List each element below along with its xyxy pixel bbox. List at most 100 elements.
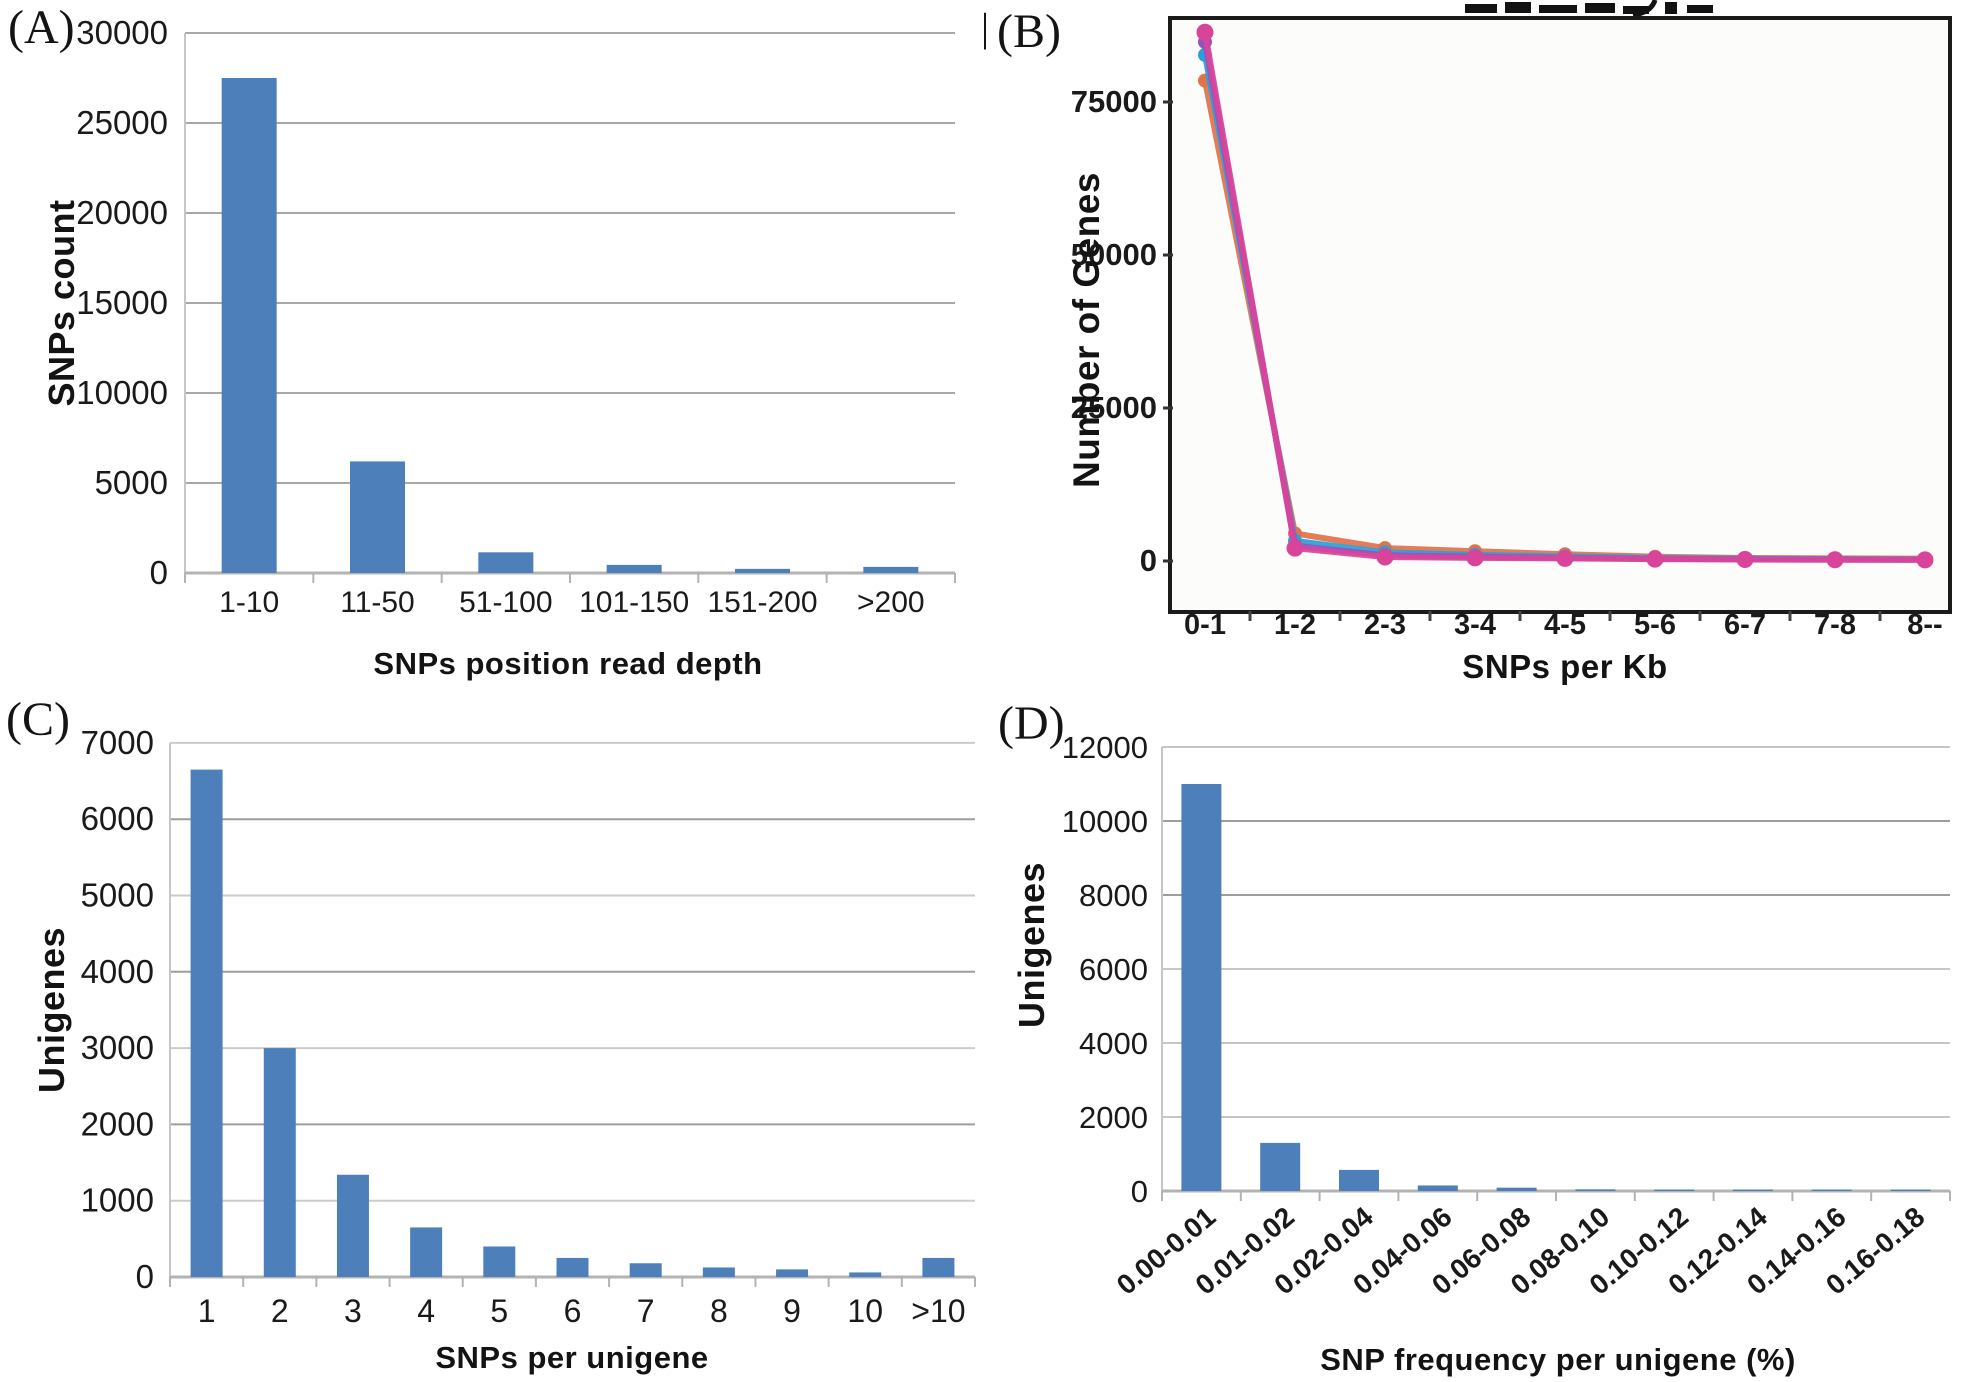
panel-c: 0 1000 2000 3000 4000 5000 6000 7000 1 2 3 4 5 6 7 8 9 10… [0,690,980,1382]
x-tick-label: 3 [344,1293,362,1329]
panel-a-chart: 0 5000 10000 15000 20000 25000 30000 1-10 11-50 5… [76,14,956,619]
x-tick-label: 1-10 [219,586,279,619]
bar-0.12-0.14 [1733,1189,1773,1191]
y-tick-label: 75000 [1071,84,1157,119]
y-tick-label: 0 [150,554,168,591]
y-tick-label: 1000 [81,1182,154,1219]
marker-magenta-series [1376,548,1394,566]
bar-5 [483,1246,516,1277]
x-tick-label: 6 [564,1293,582,1329]
x-tick-label: 3-4 [1454,609,1496,641]
y-tick-label: 4000 [81,953,154,990]
x-tick-label: 1-2 [1274,609,1316,641]
y-tick-label: 2000 [81,1105,154,1142]
panel-d-letter: (D) [998,697,1065,750]
panel-a-y-axis-title: SNPs count [41,199,82,407]
marker-magenta-series [1466,549,1484,567]
bar-0.14-0.16 [1811,1189,1852,1191]
x-tick-label: >200 [857,586,925,619]
clipped-figure-title-fragment [1539,5,1577,13]
bar-51-100 [478,552,534,573]
panel-d-y-axis-title: Unigenes [1011,861,1052,1029]
bar-0.02-0.04 [1339,1169,1379,1191]
y-tick-label: 25000 [76,104,168,141]
x-tick-label: 11-50 [340,586,415,619]
x-tick-label: 4 [417,1293,435,1329]
y-tick-label: 0 [1131,1174,1148,1209]
y-tick-label: 10000 [76,374,168,411]
x-tick-label: 5 [490,1293,508,1329]
panel-c-letter: (C) [6,693,70,746]
x-tick-label: 8-- [1907,609,1942,641]
x-tick-label: 101-150 [579,586,689,619]
marker-magenta-series [1916,551,1934,569]
bar-0.08-0.10 [1575,1189,1616,1191]
plot-area: 0 1000 2000 3000 4000 5000 6000 7000 1 2 3 4 5 6 7 8 9 10… [81,724,976,1329]
y-tick-label: 12000 [1062,730,1148,765]
panel-d-chart: 0200040006000800010000120000.00-0.010.01… [1062,730,1951,1301]
x-tick-label: 51-100 [459,586,552,619]
y-tick-label: 4000 [1079,1026,1148,1061]
x-tick-label: 10 [847,1293,883,1329]
clipped-figure-title-fragment [1687,5,1713,13]
clipped-figure-title-fragment [1505,2,1531,13]
panel-b: 0 25000 50000 75000 0-1 1-2 2-3 3-4 4-5 5-6 6-7 7-8… [965,0,1965,690]
bar-0.01-0.02 [1260,1142,1301,1191]
bar-3 [336,1174,369,1277]
panel-d-x-axis-title: SNP frequency per unigene (%) [1320,1342,1796,1377]
y-tick-label: 7000 [81,724,154,761]
x-tick-label: 2-3 [1364,609,1406,641]
panel-b-x-axis-title: SNPs per Kb [1462,648,1668,685]
marker-magenta-series [1556,549,1574,567]
clipped-figure-title-fragment [1623,6,1649,14]
x-tick-label: 4-5 [1544,609,1586,641]
x-tick-label: 2 [271,1293,289,1329]
y-tick-label: 0 [136,1258,154,1295]
marker-magenta-series [1826,551,1844,569]
marker-magenta-series [1736,551,1754,569]
y-tick-label: 6000 [1079,952,1148,987]
y-tick-label: 0 [1140,543,1157,578]
bar-9 [776,1269,809,1277]
bar-0.16-0.18 [1890,1189,1931,1191]
plot-area: 0 5000 10000 15000 20000 25000 30000 1-10 11-50 5… [76,14,956,619]
bar-0.06-0.08 [1496,1187,1537,1191]
marker-magenta-series [1286,539,1304,557]
y-tick-label: 15000 [76,284,168,321]
y-tick-label: 10000 [1062,804,1148,839]
x-tick-label: 7-8 [1814,609,1856,641]
plot-area: 0 25000 50000 75000 0-1 1-2 2-3 3-4 4-5 5-6 6-7 7-8… [1071,0,1952,641]
bar-0.04-0.06 [1417,1185,1458,1191]
bar-2 [263,1048,296,1277]
bar-101-150 [606,564,662,573]
bar-0.00-0.01 [1181,784,1222,1191]
y-tick-label: 8000 [1079,878,1148,913]
y-tick-label: 2000 [1079,1100,1148,1135]
plot-area: 0200040006000800010000120000.00-0.010.01… [1062,730,1951,1301]
stray-vertical-mark: | [981,5,990,50]
marker-magenta-series [1196,23,1214,41]
clipped-figure-title-fragment [1585,3,1615,13]
x-tick-label: 8 [710,1293,728,1329]
bar->10 [922,1257,955,1277]
y-tick-label: 6000 [81,800,154,837]
clipped-figure-title-fragment [1465,4,1497,13]
x-tick-label: 0-1 [1184,609,1226,641]
panel-a-x-axis-title: SNPs position read depth [373,646,763,681]
x-tick-label: 5-6 [1634,609,1676,641]
x-tick-label: 6-7 [1724,609,1766,641]
bar-10 [849,1272,882,1277]
y-tick-label: 50000 [1071,237,1157,272]
bar-6 [556,1257,589,1277]
clipped-figure-title-fragment [1665,2,1677,14]
panel-d: 0 2000 4000 6000 8000 10000 12000 0.00-0.01 0.01… [980,690,1965,1382]
y-tick-label: 30000 [76,14,168,51]
clipped-figure-title-descender [1632,0,1658,18]
panel-c-chart: 0 1000 2000 3000 4000 5000 6000 7000 1 2 3 4 5 6 7 8 9 10… [81,724,976,1329]
marker-magenta-series [1646,550,1664,568]
panel-c-x-axis-title: SNPs per unigene [435,1340,709,1375]
bar-1 [190,769,223,1277]
bar-151-200 [735,568,790,573]
bar-11-50 [350,461,405,573]
